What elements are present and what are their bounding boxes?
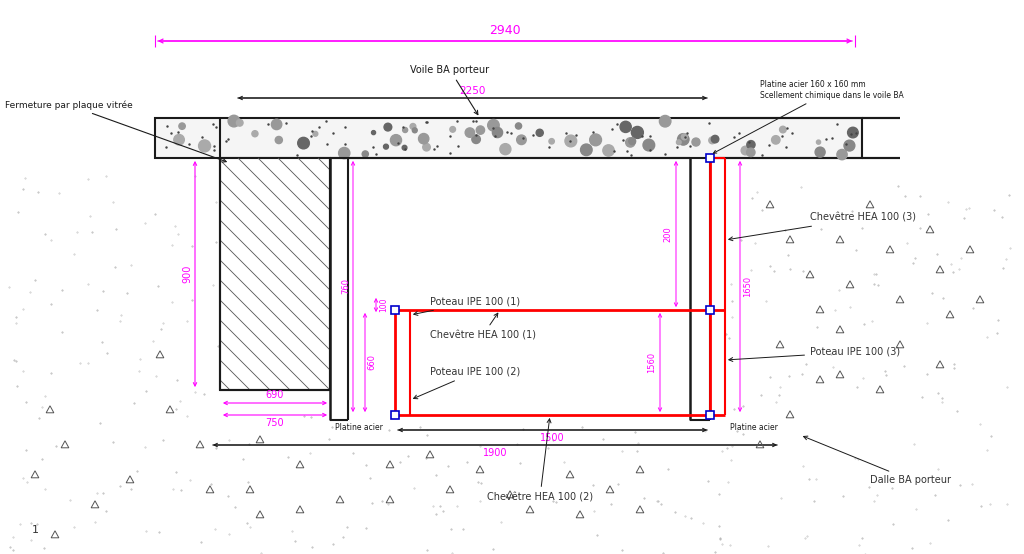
- Circle shape: [632, 126, 643, 138]
- Text: 1560: 1560: [647, 352, 656, 373]
- Text: 200: 200: [664, 226, 673, 242]
- Circle shape: [237, 120, 243, 126]
- Text: Platine acier: Platine acier: [730, 423, 778, 432]
- Text: Poteau IPE 100 (2): Poteau IPE 100 (2): [414, 367, 520, 399]
- Circle shape: [402, 127, 408, 132]
- Text: Chevêtre HEA 100 (1): Chevêtre HEA 100 (1): [430, 313, 536, 340]
- Text: Platine acier 160 x 160 mm
Scellement chimique dans le voile BA: Platine acier 160 x 160 mm Scellement ch…: [714, 80, 904, 153]
- Circle shape: [678, 134, 689, 145]
- Circle shape: [339, 147, 350, 158]
- Circle shape: [450, 126, 456, 132]
- Bar: [706, 306, 714, 314]
- Circle shape: [299, 138, 309, 148]
- Circle shape: [390, 135, 401, 146]
- Circle shape: [815, 147, 825, 157]
- Circle shape: [626, 138, 635, 147]
- Circle shape: [549, 138, 554, 144]
- Circle shape: [372, 131, 376, 135]
- Circle shape: [677, 140, 681, 145]
- Circle shape: [275, 136, 283, 143]
- Circle shape: [313, 131, 317, 136]
- Circle shape: [493, 127, 503, 137]
- Circle shape: [174, 135, 184, 145]
- Circle shape: [844, 140, 855, 151]
- Text: 1: 1: [32, 525, 39, 535]
- Bar: [391, 411, 399, 419]
- Circle shape: [402, 145, 407, 150]
- Text: 750: 750: [265, 418, 285, 428]
- Bar: [706, 411, 714, 419]
- Bar: [220, 158, 330, 390]
- Text: 1650: 1650: [743, 276, 753, 297]
- Bar: [155, 118, 862, 158]
- Circle shape: [772, 136, 780, 144]
- Circle shape: [410, 124, 416, 129]
- Bar: [391, 306, 399, 314]
- Circle shape: [741, 146, 750, 155]
- Text: Voile BA porteur: Voile BA porteur: [411, 65, 489, 115]
- Text: 2940: 2940: [489, 24, 521, 38]
- Circle shape: [517, 135, 526, 145]
- Text: 690: 690: [266, 390, 285, 400]
- Circle shape: [565, 135, 577, 147]
- Text: 760: 760: [341, 279, 350, 295]
- Circle shape: [603, 145, 614, 156]
- Circle shape: [590, 134, 601, 146]
- Circle shape: [816, 140, 820, 144]
- Circle shape: [487, 120, 500, 131]
- Text: Chevêtre HEA 100 (2): Chevêtre HEA 100 (2): [487, 419, 593, 502]
- Text: 900: 900: [182, 265, 193, 283]
- Text: Platine acier: Platine acier: [335, 423, 383, 432]
- Circle shape: [643, 139, 654, 151]
- Circle shape: [746, 148, 755, 157]
- Circle shape: [419, 134, 429, 144]
- Circle shape: [500, 143, 511, 155]
- Circle shape: [629, 138, 636, 145]
- Circle shape: [709, 137, 716, 143]
- Circle shape: [537, 129, 544, 136]
- Circle shape: [692, 138, 700, 146]
- Circle shape: [848, 127, 858, 138]
- Text: 100: 100: [380, 297, 388, 312]
- Circle shape: [472, 135, 480, 143]
- Circle shape: [779, 126, 786, 133]
- Circle shape: [837, 150, 847, 160]
- Text: Dalle BA porteur: Dalle BA porteur: [804, 436, 951, 485]
- Bar: [706, 154, 714, 162]
- Circle shape: [659, 115, 671, 127]
- Circle shape: [252, 131, 258, 137]
- Circle shape: [476, 126, 484, 134]
- Circle shape: [179, 123, 185, 129]
- Circle shape: [581, 144, 592, 156]
- Circle shape: [712, 135, 719, 143]
- Circle shape: [423, 143, 430, 151]
- Circle shape: [621, 121, 631, 132]
- Text: 1500: 1500: [541, 433, 565, 443]
- Circle shape: [681, 134, 687, 140]
- Text: 1900: 1900: [482, 448, 507, 458]
- Text: 2250: 2250: [459, 86, 485, 96]
- Circle shape: [298, 137, 309, 149]
- Text: Fermeture par plaque vitrée: Fermeture par plaque vitrée: [5, 100, 226, 162]
- Circle shape: [413, 128, 417, 133]
- Text: Poteau IPE 100 (3): Poteau IPE 100 (3): [729, 347, 900, 361]
- Circle shape: [384, 123, 392, 131]
- Circle shape: [384, 144, 388, 149]
- Circle shape: [746, 141, 755, 149]
- Circle shape: [465, 128, 474, 137]
- Circle shape: [271, 119, 282, 130]
- Circle shape: [515, 123, 521, 129]
- Circle shape: [199, 140, 211, 152]
- Text: Poteau IPE 100 (1): Poteau IPE 100 (1): [414, 297, 520, 315]
- Text: Chevêtre HEA 100 (3): Chevêtre HEA 100 (3): [729, 213, 916, 240]
- Circle shape: [362, 151, 369, 157]
- Circle shape: [228, 115, 240, 127]
- Text: 660: 660: [368, 355, 377, 371]
